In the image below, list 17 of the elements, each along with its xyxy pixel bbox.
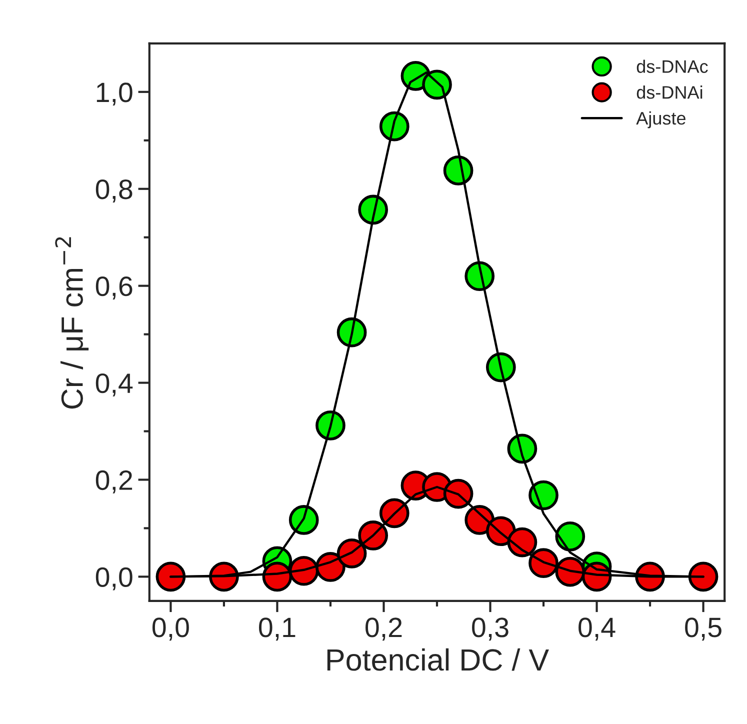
y-tick-label: 0,2 [96, 470, 132, 494]
x-tick-label: 0,0 [152, 618, 189, 641]
x-tick-label: 0,5 [685, 618, 722, 641]
y-tick-label: 1,0 [96, 82, 132, 106]
x-tick-label: 0,4 [578, 618, 616, 641]
x-tick-label: 0,2 [366, 618, 402, 641]
y-axis-title: Cr / μF cm$^{−2}$ [55, 237, 89, 409]
y-tick-label: 0,8 [96, 180, 132, 202]
x-tick-label: 0,3 [472, 618, 508, 641]
y-tick-label: 0,6 [96, 276, 132, 300]
y-tick-label: 0,0 [96, 567, 132, 590]
y-tick-label: 0,4 [96, 373, 133, 396]
legend-label: ds-DNAi [636, 86, 702, 99]
x-axis-title: Potencial DC / V [327, 648, 549, 671]
legend-label: ds-DNAc [636, 60, 708, 73]
x-tick-label: 0,1 [259, 618, 296, 641]
legend-label: Ajuste [636, 111, 686, 128]
